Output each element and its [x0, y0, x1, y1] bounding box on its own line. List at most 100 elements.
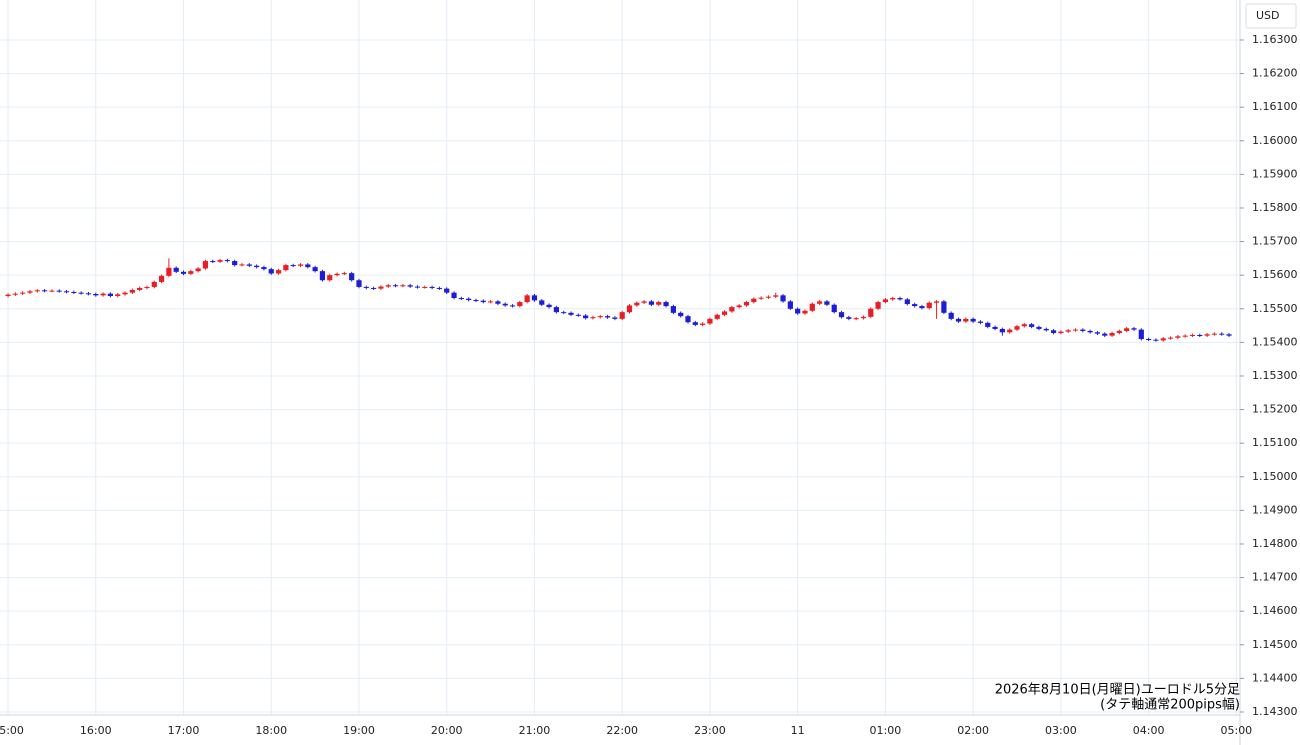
candle-body — [158, 275, 165, 282]
candle-body — [648, 301, 655, 305]
candle-body — [12, 293, 18, 295]
y-tick-label: 1.14900 — [1252, 503, 1298, 516]
candle-body — [597, 316, 603, 318]
candle-body — [568, 312, 574, 315]
candle-body — [539, 300, 545, 305]
candle-body — [407, 285, 413, 287]
candle-body — [758, 297, 764, 299]
candle-body — [517, 302, 523, 307]
candle-body — [561, 312, 567, 314]
x-tick-label: 05:00 — [1220, 724, 1252, 737]
candle-body — [115, 294, 121, 297]
candle-body — [641, 301, 647, 303]
candle-body — [685, 316, 691, 323]
x-tick-label: 18:00 — [255, 724, 287, 737]
candle-body — [714, 314, 720, 319]
candle-body — [151, 281, 157, 287]
candle-body — [919, 306, 925, 309]
x-tick-label: 22:00 — [606, 724, 638, 737]
candle-body — [63, 291, 70, 293]
candle-body — [458, 298, 464, 300]
x-tick-label: 19:00 — [343, 724, 375, 737]
y-tick-label: 1.14300 — [1252, 705, 1298, 718]
y-tick-label: 1.15600 — [1252, 268, 1298, 281]
grid — [0, 0, 1240, 715]
candle-body — [590, 317, 596, 319]
x-tick-label: 16:00 — [80, 724, 112, 737]
candle-body — [371, 287, 377, 289]
candle-body — [1116, 330, 1122, 333]
candle-body — [56, 290, 62, 292]
candle-body — [1153, 339, 1159, 341]
candle-body — [1182, 335, 1188, 337]
y-tick-label: 1.15100 — [1252, 436, 1298, 449]
candle-body — [1131, 328, 1137, 330]
candle-body — [239, 264, 245, 266]
candle-body — [509, 305, 516, 307]
candle-body — [700, 323, 706, 325]
candle-body — [933, 301, 940, 303]
y-tick-label: 1.15300 — [1252, 369, 1298, 382]
candle-body — [802, 310, 808, 314]
candle-body — [809, 303, 815, 311]
candle-body — [583, 315, 589, 319]
candle-body — [721, 311, 728, 315]
y-tick-label: 1.14400 — [1252, 671, 1298, 684]
candle-body — [773, 295, 779, 297]
y-tick-label: 1.15900 — [1252, 167, 1298, 180]
candle-body — [78, 292, 84, 294]
candle-body — [122, 292, 128, 295]
y-tick-label: 1.14600 — [1252, 604, 1298, 617]
candle-body — [495, 301, 501, 304]
candle-body — [963, 318, 969, 322]
candle-body — [1109, 332, 1115, 336]
candle-body — [765, 296, 772, 298]
y-tick-label: 1.14700 — [1252, 571, 1298, 584]
candle-body — [502, 303, 508, 306]
candle-body — [692, 322, 698, 325]
candle-body — [1167, 337, 1174, 339]
candle-body — [656, 302, 662, 305]
y-tick-label: 1.15000 — [1252, 470, 1298, 483]
candle-body — [904, 299, 910, 305]
candle-body — [875, 302, 881, 309]
candle-body — [926, 302, 932, 309]
candle-body — [678, 312, 684, 317]
candle-body — [422, 286, 428, 288]
candle-body — [868, 308, 874, 317]
candle-body — [210, 261, 216, 263]
candle-body — [897, 298, 903, 300]
candle-body — [846, 317, 852, 319]
candle-body — [729, 307, 735, 312]
candle-body — [634, 302, 640, 306]
candle-body — [882, 299, 889, 303]
candle-body — [1094, 332, 1101, 334]
candle-body — [1211, 333, 1218, 335]
candle-body — [1029, 324, 1035, 327]
candle-body — [619, 312, 625, 319]
candle-body — [137, 287, 143, 290]
candle-body — [71, 291, 77, 293]
candle-body — [129, 289, 135, 293]
candle-body — [1058, 331, 1064, 333]
candle-body — [1138, 329, 1144, 340]
candle-body — [999, 328, 1005, 333]
candle-body — [1072, 329, 1079, 331]
y-axis-label: USD — [1256, 9, 1280, 22]
candle-body — [1036, 326, 1042, 329]
candle-body — [195, 268, 201, 272]
candle-body — [1204, 334, 1210, 336]
candle-body — [751, 298, 757, 303]
axes: 1.14300 1.14400 1.14500 1.14600 1.14700 1.148… — [0, 33, 1298, 737]
candle-body — [912, 304, 918, 307]
candle-body — [85, 293, 92, 295]
x-tick-label: 02:00 — [957, 724, 989, 737]
candle-body — [1050, 330, 1057, 333]
candle-body — [831, 304, 837, 313]
candle-body — [327, 275, 333, 281]
candle-body — [49, 290, 55, 292]
candle-body — [1065, 330, 1071, 332]
x-tick-label: 03:00 — [1045, 724, 1077, 737]
